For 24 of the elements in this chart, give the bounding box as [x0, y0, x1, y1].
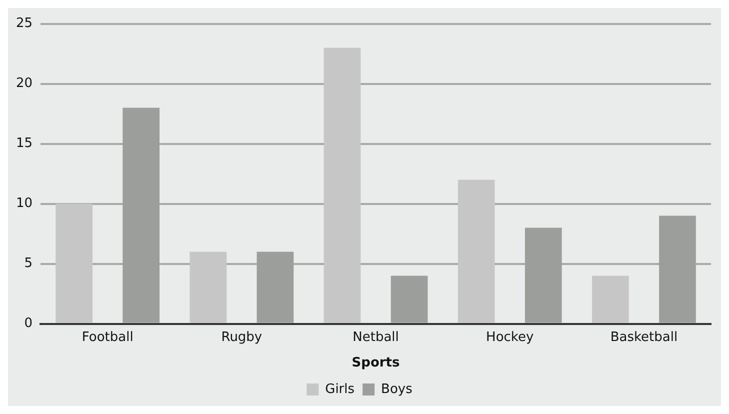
bar [256, 252, 294, 323]
bar [524, 228, 562, 323]
bar [592, 276, 629, 323]
bar [659, 216, 696, 323]
legend-label: Boys [381, 382, 413, 397]
bar [324, 48, 361, 323]
x-tick-label: Rugby [221, 330, 262, 345]
x-tick-label: Basketball [610, 330, 678, 345]
x-tick-label: Hockey [486, 330, 534, 345]
bar [190, 252, 227, 323]
x-tick-label: Football [82, 330, 134, 345]
x-tick-label: Netball [352, 330, 399, 345]
y-tick-label: 20 [16, 76, 33, 92]
bar [458, 180, 495, 323]
y-tick-label: 10 [16, 196, 33, 212]
bar [390, 276, 428, 323]
legend-label: Girls [325, 382, 355, 397]
y-tick-label: 5 [24, 256, 33, 272]
y-tick-label: 25 [16, 16, 33, 32]
bar [56, 204, 93, 323]
y-tick-label: 15 [16, 136, 33, 152]
bar [122, 108, 160, 323]
y-tick-label: 0 [24, 316, 33, 332]
x-axis-title: Sports [352, 356, 400, 371]
